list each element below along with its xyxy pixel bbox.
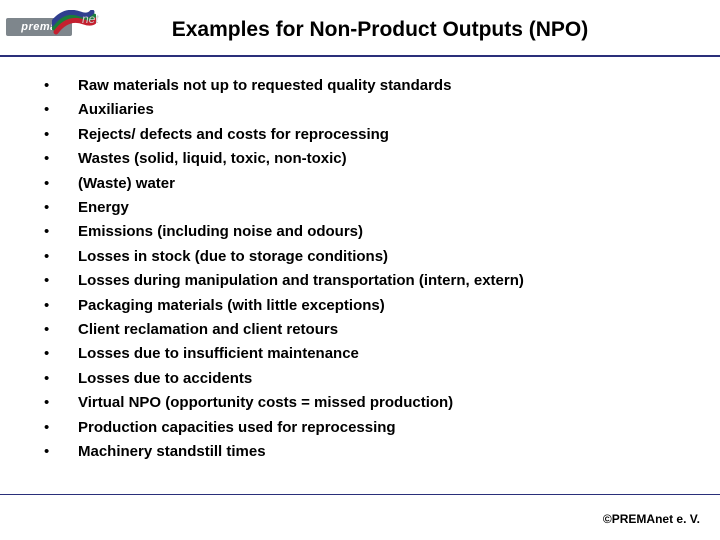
list-item: •Raw materials not up to requested quali… — [44, 74, 700, 98]
bullet-text: Machinery standstill times — [78, 440, 266, 464]
page-title: Examples for Non-Product Outputs (NPO) — [40, 8, 720, 42]
list-item: •Production capacities used for reproces… — [44, 416, 700, 440]
bullet-text: (Waste) water — [78, 172, 175, 196]
bullet-marker-icon: • — [44, 269, 78, 293]
list-item: •Losses during manipulation and transpor… — [44, 269, 700, 293]
bullet-marker-icon: • — [44, 440, 78, 464]
list-item: •Virtual NPO (opportunity costs = missed… — [44, 391, 700, 415]
bullet-marker-icon: • — [44, 172, 78, 196]
bullet-text: Auxiliaries — [78, 98, 154, 122]
bullet-marker-icon: • — [44, 294, 78, 318]
divider-bottom — [0, 494, 720, 495]
bullet-marker-icon: • — [44, 245, 78, 269]
bullet-marker-icon: • — [44, 391, 78, 415]
bullet-marker-icon: • — [44, 123, 78, 147]
footer-copyright: ©PREMAnet e. V. — [603, 512, 700, 526]
bullet-marker-icon: • — [44, 196, 78, 220]
list-item: •Emissions (including noise and odours) — [44, 220, 700, 244]
bullet-text: Production capacities used for reprocess… — [78, 416, 396, 440]
bullet-text: Losses in stock (due to storage conditio… — [78, 245, 388, 269]
bullet-marker-icon: • — [44, 367, 78, 391]
divider-top — [0, 55, 720, 57]
list-item: •Packaging materials (with little except… — [44, 294, 700, 318]
bullet-text: Rejects/ defects and costs for reprocess… — [78, 123, 389, 147]
slide: prema net Examples for Non-Product Outpu… — [0, 0, 720, 540]
bullet-text: Losses due to accidents — [78, 367, 252, 391]
bullet-marker-icon: • — [44, 342, 78, 366]
content-area: •Raw materials not up to requested quali… — [0, 52, 720, 540]
bullet-text: Raw materials not up to requested qualit… — [78, 74, 451, 98]
bullet-text: Virtual NPO (opportunity costs = missed … — [78, 391, 453, 415]
bullet-marker-icon: • — [44, 74, 78, 98]
bullet-text: Energy — [78, 196, 129, 220]
bullet-marker-icon: • — [44, 98, 78, 122]
list-item: •Client reclamation and client retours — [44, 318, 700, 342]
bullet-marker-icon: • — [44, 318, 78, 342]
list-item: •(Waste) water — [44, 172, 700, 196]
list-item: •Energy — [44, 196, 700, 220]
bullet-text: Wastes (solid, liquid, toxic, non-toxic) — [78, 147, 347, 171]
list-item: •Auxiliaries — [44, 98, 700, 122]
header: prema net Examples for Non-Product Outpu… — [0, 0, 720, 52]
bullet-text: Losses during manipulation and transport… — [78, 269, 524, 293]
bullet-marker-icon: • — [44, 220, 78, 244]
bullet-text: Client reclamation and client retours — [78, 318, 338, 342]
list-item: •Losses due to accidents — [44, 367, 700, 391]
bullet-marker-icon: • — [44, 416, 78, 440]
list-item: •Machinery standstill times — [44, 440, 700, 464]
logo: prema net — [6, 6, 110, 46]
bullet-text: Packaging materials (with little excepti… — [78, 294, 385, 318]
list-item: •Losses in stock (due to storage conditi… — [44, 245, 700, 269]
list-item: •Losses due to insufficient maintenance — [44, 342, 700, 366]
logo-net-text: net — [82, 12, 99, 26]
list-item: •Wastes (solid, liquid, toxic, non-toxic… — [44, 147, 700, 171]
list-item: •Rejects/ defects and costs for reproces… — [44, 123, 700, 147]
bullet-text: Emissions (including noise and odours) — [78, 220, 363, 244]
bullet-marker-icon: • — [44, 147, 78, 171]
bullet-text: Losses due to insufficient maintenance — [78, 342, 359, 366]
bullet-list: •Raw materials not up to requested quali… — [44, 74, 700, 465]
